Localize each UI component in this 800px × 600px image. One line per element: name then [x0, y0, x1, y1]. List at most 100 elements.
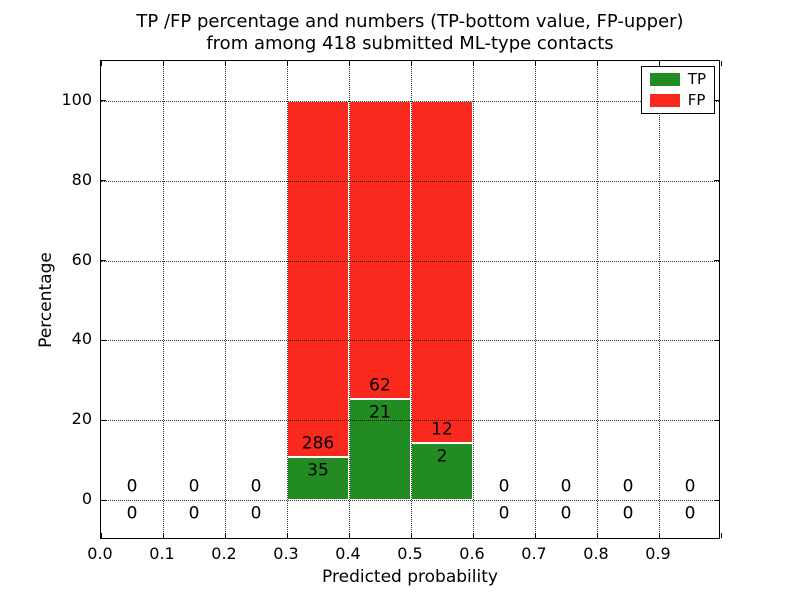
y-tick-mark-right: [714, 339, 719, 341]
fp-count-label: 0: [622, 476, 634, 497]
fp-count-label: 0: [126, 476, 138, 497]
tp-count-label: 0: [560, 503, 572, 524]
x-tick-mark-top: [472, 61, 474, 66]
y-tick-label: 0: [81, 489, 92, 509]
x-tick-mark-top: [162, 61, 164, 66]
chart-title: TP /FP percentage and numbers (TP-bottom…: [136, 11, 683, 55]
y-tick-mark-left: [101, 180, 106, 182]
fp-count-label: 0: [188, 476, 200, 497]
grid-line-vertical: [349, 61, 350, 538]
y-tick-label: 40: [71, 329, 92, 349]
grid-line-vertical: [597, 61, 598, 538]
legend-item: FP: [649, 91, 706, 109]
bar-segment-fp: [411, 100, 473, 444]
grid-line-horizontal: [101, 100, 719, 102]
bar-segment-tp: [349, 399, 411, 501]
grid-line-vertical: [163, 61, 164, 538]
y-tick-mark-right: [714, 419, 719, 421]
x-axis-label: Predicted probability: [322, 567, 498, 587]
tp-count-label: 0: [622, 503, 634, 524]
x-tick-mark-top: [720, 61, 722, 66]
x-tick-mark-top: [410, 61, 412, 66]
x-tick-mark-bottom: [162, 533, 164, 538]
tp-count-label: 0: [684, 503, 696, 524]
tp-count-label: 0: [126, 503, 138, 524]
legend: TP FP: [640, 66, 715, 114]
bar-segment-fp: [349, 100, 411, 400]
x-tick-label: 0.6: [459, 544, 485, 563]
x-tick-label: 0.9: [645, 544, 671, 563]
x-tick-mark-bottom: [534, 533, 536, 538]
x-tick-label: 0.5: [397, 544, 423, 563]
bar-segment-fp: [287, 100, 349, 457]
x-tick-mark-top: [658, 61, 660, 66]
tp-count-label: 0: [250, 503, 262, 524]
x-tick-mark-bottom: [596, 533, 598, 538]
y-tick-mark-right: [714, 499, 719, 501]
x-tick-mark-top: [596, 61, 598, 66]
fp-count-label: 12: [431, 419, 453, 440]
y-tick-mark-left: [101, 100, 106, 102]
grid-line-vertical: [473, 61, 474, 538]
x-tick-mark-bottom: [720, 533, 722, 538]
x-tick-label: 0.8: [583, 544, 609, 563]
tp-count-label: 0: [188, 503, 200, 524]
x-tick-mark-top: [534, 61, 536, 66]
y-tick-label: 20: [71, 409, 92, 429]
x-tick-mark-top: [100, 61, 102, 66]
x-tick-mark-bottom: [658, 533, 660, 538]
x-tick-mark-top: [224, 61, 226, 66]
plot-area: TP FP 0 0 0 0 0 0 286 35 62 21 12 2 0 0 0 0 0 0 0 0: [100, 60, 722, 539]
x-tick-mark-bottom: [224, 533, 226, 538]
x-tick-mark-bottom: [286, 533, 288, 538]
fp-count-label: 0: [498, 476, 510, 497]
grid-line-vertical: [225, 61, 226, 538]
y-tick-mark-left: [101, 339, 106, 341]
tp-count-label: 2: [436, 446, 448, 467]
tp-count-label: 0: [498, 503, 510, 524]
grid-line-vertical: [287, 61, 288, 538]
grid-line-horizontal: [101, 420, 719, 422]
y-tick-mark-left: [101, 260, 106, 262]
legend-label: FP: [687, 91, 706, 109]
grid-line-vertical: [659, 61, 660, 538]
y-tick-label: 60: [71, 249, 92, 269]
fp-count-label: 62: [369, 375, 391, 396]
x-tick-label: 0.1: [149, 544, 175, 563]
x-tick-label: 0.7: [521, 544, 547, 563]
y-tick-mark-left: [101, 499, 106, 501]
y-tick-mark-right: [714, 180, 719, 182]
y-tick-label: 80: [71, 169, 92, 189]
fp-count-label: 0: [250, 476, 262, 497]
y-tick-mark-right: [714, 260, 719, 262]
grid-line-horizontal: [101, 500, 719, 502]
grid-line-horizontal: [101, 260, 719, 262]
bar-segment-tp: [287, 456, 349, 501]
fp-count-label: 286: [301, 433, 335, 454]
chart-title-line2: from among 418 submitted ML-type contact…: [206, 33, 614, 54]
x-tick-mark-bottom: [348, 533, 350, 538]
legend-label: TP: [687, 70, 706, 88]
tp-count-label: 35: [307, 460, 329, 481]
grid-line-horizontal: [101, 340, 719, 342]
fp-count-label: 0: [684, 476, 696, 497]
y-tick-mark-right: [714, 100, 719, 102]
y-tick-label: 100: [61, 89, 92, 109]
tp-count-label: 21: [369, 402, 391, 423]
grid-line-vertical: [411, 61, 412, 538]
grid-line-horizontal: [101, 180, 719, 182]
legend-item: TP: [649, 70, 706, 88]
fp-count-label: 0: [560, 476, 572, 497]
tp-swatch-icon: [649, 73, 680, 86]
chart-title-line1: TP /FP percentage and numbers (TP-bottom…: [136, 11, 684, 32]
x-tick-label: 0.4: [335, 544, 361, 563]
grid-line-vertical: [535, 61, 536, 538]
x-tick-mark-top: [286, 61, 288, 66]
x-tick-mark-bottom: [410, 533, 412, 538]
x-tick-mark-bottom: [100, 533, 102, 538]
y-tick-mark-left: [101, 419, 106, 421]
x-tick-label: 0.0: [87, 544, 113, 563]
x-tick-label: 0.2: [211, 544, 237, 563]
x-tick-label: 0.3: [273, 544, 299, 563]
